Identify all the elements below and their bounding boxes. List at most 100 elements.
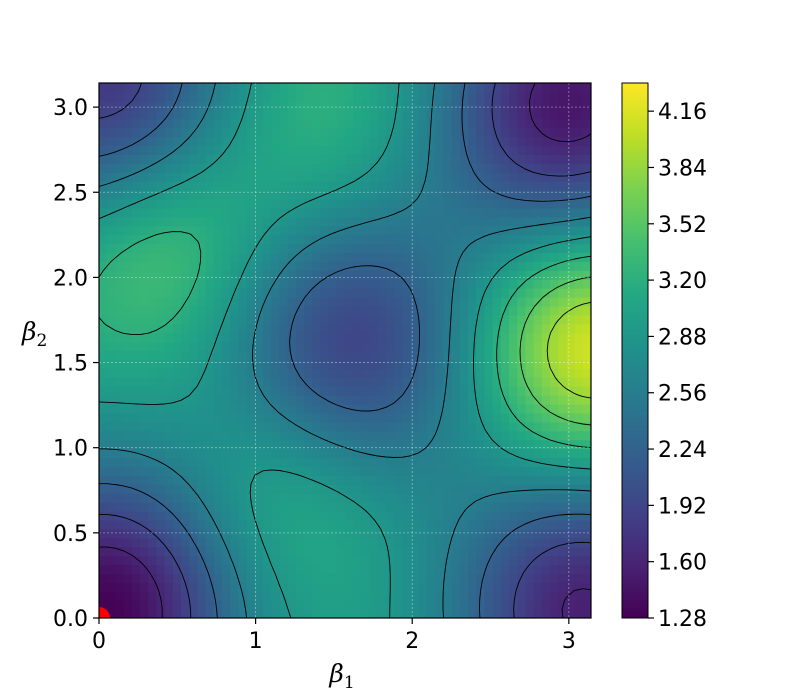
heat-cell [336, 484, 346, 494]
heat-cell [435, 297, 444, 307]
heat-cell [459, 475, 469, 485]
heat-cell [492, 386, 502, 396]
heat-cell [287, 555, 297, 566]
heat-cell [156, 83, 166, 93]
heat-cell [435, 198, 444, 209]
heat-cell [525, 305, 535, 316]
heat-cell [115, 216, 125, 227]
heat-cell [164, 537, 174, 548]
heat-cell [99, 91, 108, 102]
heat-cell [418, 154, 428, 164]
heat-cell [189, 252, 198, 262]
heat-cell [558, 288, 567, 298]
heat-cell [550, 279, 559, 289]
heat-cell [484, 83, 494, 93]
heat-cell [254, 154, 264, 164]
heat-cell [230, 100, 239, 111]
heat-cell [410, 172, 420, 182]
heat-cell [566, 511, 576, 521]
heat-cell [353, 537, 362, 548]
heat-cell [369, 591, 379, 601]
heat-cell [123, 154, 133, 164]
heat-cell [181, 484, 190, 494]
heat-cell [172, 412, 182, 423]
heat-cell [189, 100, 198, 111]
heat-cell [287, 493, 297, 503]
heat-cell [509, 305, 518, 316]
heat-cell [271, 493, 280, 503]
heat-cell [205, 279, 215, 289]
heat-cell [263, 243, 272, 254]
heat-cell [148, 600, 157, 610]
heat-cell [336, 314, 346, 325]
heat-cell [222, 216, 231, 227]
heat-cell [541, 243, 551, 254]
heat-cell [238, 181, 248, 191]
heat-cell [394, 475, 403, 485]
heat-cell [476, 528, 485, 539]
heat-cell [304, 91, 313, 102]
heat-cell [156, 270, 166, 280]
heat-cell [287, 457, 297, 468]
heat-cell [156, 502, 166, 512]
heat-cell [517, 395, 526, 405]
heat-cell [500, 537, 510, 548]
heat-cell [582, 145, 591, 155]
heat-cell [295, 127, 305, 138]
heat-cell [287, 154, 297, 164]
heat-cell [484, 154, 494, 164]
heat-cell [287, 163, 297, 173]
heat-cell [164, 297, 174, 307]
heat-cell [336, 127, 346, 138]
heat-cell [123, 421, 133, 432]
heat-cell [279, 341, 289, 352]
heat-cell [361, 350, 371, 361]
heat-cell [500, 519, 510, 530]
heat-cell [361, 243, 371, 254]
heat-cell [541, 172, 551, 182]
heat-cell [509, 359, 518, 369]
heat-cell [574, 582, 584, 592]
heat-cell [287, 368, 297, 378]
heat-cell [115, 359, 125, 369]
heat-cell [525, 145, 535, 155]
heat-cell [386, 386, 395, 396]
heat-cell [558, 261, 567, 271]
heat-cell [287, 225, 297, 236]
heat-cell [345, 368, 354, 378]
heat-cell [328, 190, 338, 200]
heat-cell [361, 83, 371, 93]
heat-cell [205, 190, 215, 200]
heat-cell [189, 91, 198, 102]
heat-cell [328, 502, 338, 512]
heat-cell [189, 314, 198, 325]
heat-cell [509, 297, 518, 307]
heat-cell [574, 457, 584, 468]
heat-cell [222, 484, 231, 494]
heat-cell [427, 252, 436, 262]
heat-cell [279, 190, 289, 200]
heat-cell [312, 252, 321, 262]
heat-cell [140, 314, 149, 325]
heat-cell [427, 198, 436, 209]
heat-cell [410, 225, 420, 236]
heat-cell [254, 555, 264, 566]
heat-cell [205, 288, 215, 298]
heat-cell [451, 297, 461, 307]
heat-cell [484, 216, 494, 227]
heat-cell [304, 546, 313, 557]
heat-cell [468, 136, 477, 147]
heat-cell [230, 225, 239, 236]
heat-cell [361, 270, 371, 280]
heat-cell [181, 573, 190, 583]
heat-cell [533, 528, 543, 539]
heat-cell [246, 216, 256, 227]
heat-cell [246, 412, 256, 423]
heat-cell [427, 484, 436, 494]
heat-cell [566, 341, 576, 352]
heat-cell [304, 172, 313, 182]
heat-cell [107, 448, 116, 459]
heat-cell [263, 163, 272, 173]
heat-cell [574, 528, 584, 539]
heat-cell [394, 555, 403, 566]
